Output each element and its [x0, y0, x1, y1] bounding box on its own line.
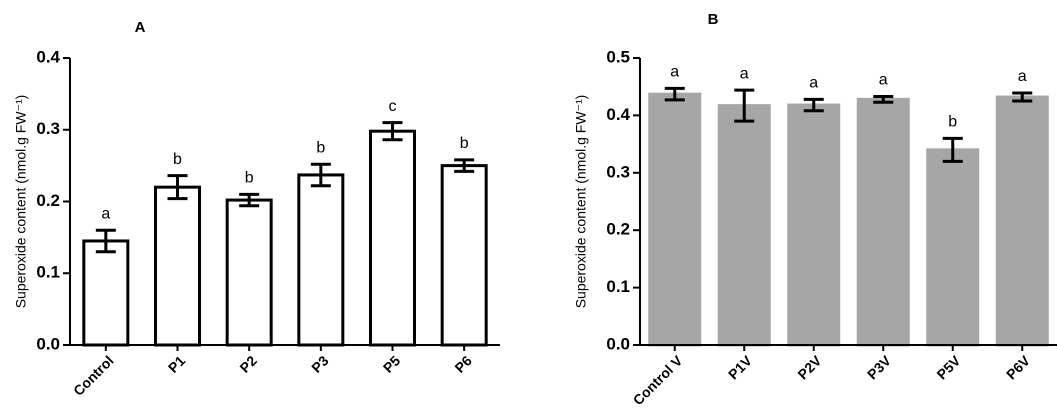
x-tick-label: Control: [70, 352, 117, 399]
y-tick-label: 0.3: [36, 119, 60, 138]
significance-letter: a: [740, 65, 749, 82]
error-bar: [803, 97, 824, 113]
error-bar: [942, 136, 963, 163]
y-axis-label: Superoxide content (nmol.g FW⁻¹): [573, 95, 589, 309]
bar: [856, 97, 910, 347]
significance-letter: b: [245, 170, 254, 187]
x-tick-label: P6: [451, 352, 475, 376]
y-tick-label: 0.0: [36, 334, 60, 353]
chart-title: A: [135, 19, 146, 36]
x-tick-label: P2: [236, 352, 260, 376]
y-tick-label: 0.1: [606, 277, 630, 296]
error-bar: [310, 162, 331, 188]
error-bar: [664, 86, 685, 102]
significance-letter: a: [670, 64, 679, 81]
x-tick-label: P5: [380, 352, 404, 376]
bar: [82, 239, 130, 347]
y-tick-label: 0.2: [36, 191, 60, 210]
bar: [297, 173, 345, 347]
significance-letter: c: [389, 98, 397, 115]
bar: [995, 95, 1049, 347]
bar: [787, 103, 841, 347]
bar: [369, 129, 416, 347]
significance-letter: a: [101, 205, 110, 222]
y-tick-label: 0.3: [606, 162, 630, 181]
y-tick-label: 0.5: [606, 47, 630, 66]
significance-letter: a: [1018, 68, 1027, 85]
bar: [225, 198, 273, 347]
x-tick-label: P3V: [864, 352, 894, 382]
error-bar: [734, 88, 755, 123]
x-tick-label: P6V: [1003, 352, 1033, 382]
significance-letter: b: [173, 151, 182, 168]
significance-letter: a: [879, 72, 888, 89]
significance-letter: b: [948, 114, 957, 131]
error-bar: [95, 228, 116, 254]
chart-title: B: [708, 11, 719, 28]
x-tick-label: P1: [165, 352, 189, 376]
bar: [926, 148, 980, 347]
error-bar: [382, 121, 403, 142]
y-tick-label: 0.4: [36, 47, 60, 66]
y-axis-label: Superoxide content (nmol.g FW⁻¹): [13, 95, 29, 309]
bar: [717, 104, 771, 347]
y-tick-label: 0.2: [606, 220, 630, 239]
bar: [154, 185, 201, 347]
y-tick-label: 0.1: [36, 263, 60, 282]
error-bar: [873, 94, 894, 104]
error-bar: [454, 158, 475, 173]
x-tick-label: P5V: [933, 352, 963, 382]
y-tick-label: 0.4: [606, 105, 630, 124]
x-tick-label: P2V: [794, 352, 824, 382]
significance-letter: a: [809, 75, 818, 92]
error-bar: [1012, 91, 1033, 103]
significance-letter: b: [316, 139, 325, 156]
error-bar: [167, 174, 188, 201]
significance-letter: b: [460, 135, 469, 152]
bar: [440, 164, 488, 347]
bar: [648, 92, 702, 347]
y-tick-label: 0.0: [606, 334, 630, 353]
error-bar: [239, 192, 260, 208]
x-tick-label: Control V: [630, 352, 686, 408]
x-tick-label: P3: [308, 352, 332, 376]
x-tick-label: P1V: [725, 352, 755, 382]
